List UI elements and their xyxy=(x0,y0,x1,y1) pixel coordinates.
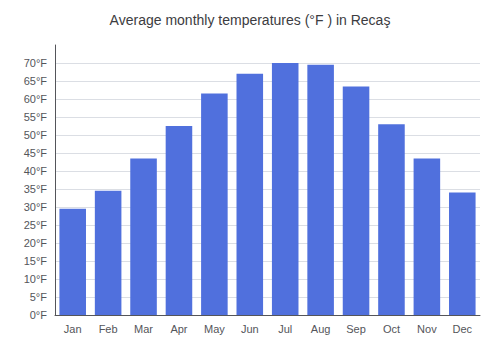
svg-text:55°F: 55°F xyxy=(24,111,48,123)
svg-text:Aug: Aug xyxy=(311,323,331,335)
svg-text:Sep: Sep xyxy=(346,323,366,335)
svg-text:5°F: 5°F xyxy=(30,291,48,303)
svg-text:30°F: 30°F xyxy=(24,201,48,213)
svg-text:Nov: Nov xyxy=(417,323,437,335)
svg-text:0°F: 0°F xyxy=(30,309,48,321)
svg-text:Jul: Jul xyxy=(278,323,292,335)
svg-text:Average monthly temperatures (: Average monthly temperatures (°F ) in Re… xyxy=(110,12,391,28)
svg-text:20°F: 20°F xyxy=(24,237,48,249)
svg-text:50°F: 50°F xyxy=(24,129,48,141)
svg-text:40°F: 40°F xyxy=(24,165,48,177)
svg-text:Oct: Oct xyxy=(383,323,400,335)
svg-text:45°F: 45°F xyxy=(24,147,48,159)
svg-text:70°F: 70°F xyxy=(24,57,48,69)
svg-text:65°F: 65°F xyxy=(24,75,48,87)
svg-text:Apr: Apr xyxy=(170,323,187,335)
svg-text:Dec: Dec xyxy=(453,323,473,335)
svg-text:Jun: Jun xyxy=(241,323,259,335)
svg-text:25°F: 25°F xyxy=(24,219,48,231)
svg-text:10°F: 10°F xyxy=(24,273,48,285)
svg-text:May: May xyxy=(204,323,225,335)
svg-text:35°F: 35°F xyxy=(24,183,48,195)
svg-text:Jan: Jan xyxy=(64,323,82,335)
svg-text:60°F: 60°F xyxy=(24,93,48,105)
svg-text:Feb: Feb xyxy=(99,323,118,335)
svg-text:Mar: Mar xyxy=(134,323,153,335)
svg-text:15°F: 15°F xyxy=(24,255,48,267)
